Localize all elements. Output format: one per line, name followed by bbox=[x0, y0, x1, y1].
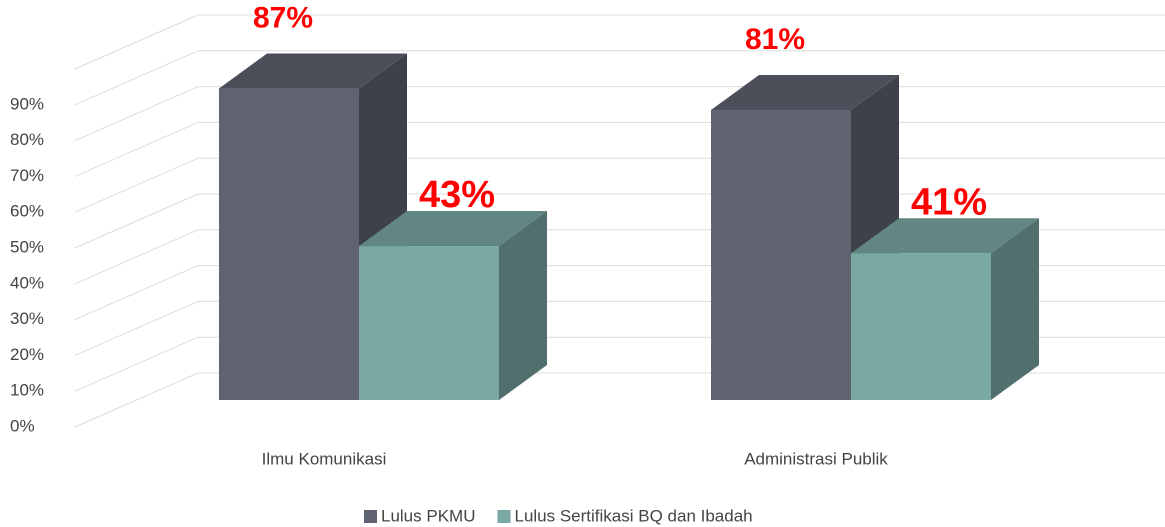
bar bbox=[359, 246, 499, 400]
grid-line bbox=[74, 265, 199, 321]
x-tick-label: Administrasi Publik bbox=[744, 449, 888, 468]
x-tick-label: Ilmu Komunikasi bbox=[262, 449, 387, 468]
y-tick-label: 30% bbox=[10, 309, 44, 328]
y-tick-label: 10% bbox=[10, 381, 44, 400]
y-tick-label: 90% bbox=[10, 94, 44, 113]
y-tick-label: 0% bbox=[10, 416, 35, 435]
grid-line bbox=[74, 157, 199, 213]
legend-label: Lulus PKMU bbox=[381, 506, 475, 525]
bar bbox=[711, 110, 851, 401]
bar-top bbox=[219, 53, 407, 89]
bar-side bbox=[991, 218, 1039, 400]
y-tick-label: 80% bbox=[10, 130, 44, 149]
y-tick-label: 40% bbox=[10, 273, 44, 292]
legend-label: Lulus Sertifikasi BQ dan Ibadah bbox=[514, 506, 752, 525]
grid-line bbox=[74, 336, 199, 392]
bar bbox=[851, 253, 991, 400]
legend-swatch bbox=[497, 510, 511, 523]
value-label: 41% bbox=[911, 181, 987, 223]
bar-top bbox=[711, 75, 899, 111]
y-tick-label: 20% bbox=[10, 345, 44, 364]
value-label: 81% bbox=[745, 23, 805, 56]
grid-line bbox=[74, 193, 199, 249]
grid-line bbox=[74, 121, 199, 177]
grid-line bbox=[74, 50, 199, 106]
bar-side bbox=[499, 211, 547, 400]
grid-line bbox=[74, 300, 199, 356]
grid-line bbox=[74, 86, 199, 142]
bar-top bbox=[851, 218, 1039, 254]
y-tick-label: 60% bbox=[10, 202, 44, 221]
y-tick-label: 70% bbox=[10, 166, 44, 185]
grid-line bbox=[74, 229, 199, 285]
value-label: 87% bbox=[253, 1, 313, 34]
y-tick-label: 50% bbox=[10, 237, 44, 256]
value-label: 43% bbox=[419, 174, 495, 216]
bar-top bbox=[359, 211, 547, 247]
bar bbox=[219, 88, 359, 400]
grid-line bbox=[74, 372, 199, 428]
legend-swatch bbox=[364, 510, 377, 523]
wall-top bbox=[74, 14, 199, 70]
